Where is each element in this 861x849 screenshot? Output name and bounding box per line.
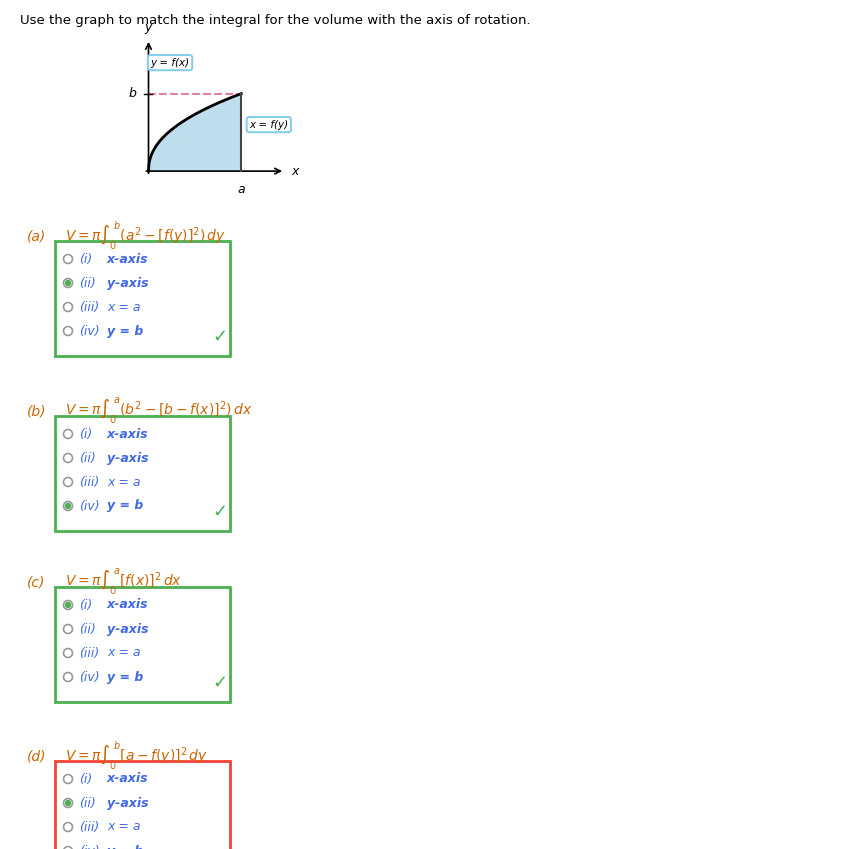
Text: (i): (i) (79, 428, 92, 441)
Text: x = a: x = a (107, 475, 140, 488)
Text: (d): (d) (27, 749, 46, 763)
Text: ✗: ✗ (212, 848, 227, 849)
Text: (ii): (ii) (79, 452, 96, 464)
Text: (i): (i) (79, 773, 92, 785)
Circle shape (65, 280, 71, 285)
Text: $V = \pi\int_0^{\,a} [f(x)]^2\, dx$: $V = \pi\int_0^{\,a} [f(x)]^2\, dx$ (65, 567, 183, 597)
Text: $V = \pi\int_0^{\,a} (b^2 - [b - f(x)]^2)\, dx$: $V = \pi\int_0^{\,a} (b^2 - [b - f(x)]^2… (65, 396, 252, 426)
Text: ✓: ✓ (212, 503, 227, 521)
Text: x = a: x = a (107, 646, 140, 660)
Text: x: x (291, 165, 298, 177)
Text: y-axis: y-axis (107, 796, 148, 809)
Text: (i): (i) (79, 599, 92, 611)
Circle shape (65, 503, 71, 509)
Text: y-axis: y-axis (107, 277, 148, 290)
Text: $V = \pi\int_0^{\,b} (a^2 - [f(y)]^2)\, dy$: $V = \pi\int_0^{\,b} (a^2 - [f(y)]^2)\, … (65, 220, 226, 252)
Text: (ii): (ii) (79, 277, 96, 290)
Text: y = b: y = b (107, 324, 143, 338)
Text: x-axis: x-axis (107, 599, 148, 611)
Text: a: a (237, 183, 245, 196)
FancyBboxPatch shape (55, 416, 230, 531)
Text: b: b (128, 87, 136, 100)
Text: x = a: x = a (107, 301, 140, 313)
Text: x-axis: x-axis (107, 252, 148, 266)
Text: (iii): (iii) (79, 646, 99, 660)
Text: y = b: y = b (107, 499, 143, 513)
Text: ✓: ✓ (212, 328, 227, 346)
Polygon shape (148, 93, 241, 171)
Text: (iv): (iv) (79, 499, 100, 513)
Text: y: y (145, 21, 152, 34)
Text: Use the graph to match the integral for the volume with the axis of rotation.: Use the graph to match the integral for … (20, 14, 530, 27)
Text: (iii): (iii) (79, 301, 99, 313)
Text: (iv): (iv) (79, 671, 100, 683)
Text: y = b: y = b (107, 671, 143, 683)
Text: (a): (a) (27, 229, 46, 243)
Text: x-axis: x-axis (107, 773, 148, 785)
Text: (ii): (ii) (79, 622, 96, 636)
Text: (iii): (iii) (79, 475, 99, 488)
Text: (c): (c) (27, 575, 46, 589)
Text: x = a: x = a (107, 820, 140, 834)
Text: ✓: ✓ (212, 674, 227, 692)
Text: y = f(x): y = f(x) (151, 58, 189, 68)
FancyBboxPatch shape (55, 587, 230, 702)
Circle shape (65, 801, 71, 806)
Circle shape (65, 603, 71, 608)
FancyBboxPatch shape (55, 241, 230, 356)
Text: y = b: y = b (107, 845, 143, 849)
FancyBboxPatch shape (55, 761, 230, 849)
Text: (iv): (iv) (79, 324, 100, 338)
Text: (b): (b) (27, 404, 46, 418)
Text: (ii): (ii) (79, 796, 96, 809)
Text: (iii): (iii) (79, 820, 99, 834)
Text: y-axis: y-axis (107, 622, 148, 636)
Text: (iv): (iv) (79, 845, 100, 849)
Text: x-axis: x-axis (107, 428, 148, 441)
Text: $V = \pi\int_0^{\,b} [a - f(y)]^2\, dy$: $V = \pi\int_0^{\,b} [a - f(y)]^2\, dy$ (65, 739, 208, 772)
Text: (i): (i) (79, 252, 92, 266)
Text: y-axis: y-axis (107, 452, 148, 464)
Text: x = f(y): x = f(y) (249, 120, 288, 130)
